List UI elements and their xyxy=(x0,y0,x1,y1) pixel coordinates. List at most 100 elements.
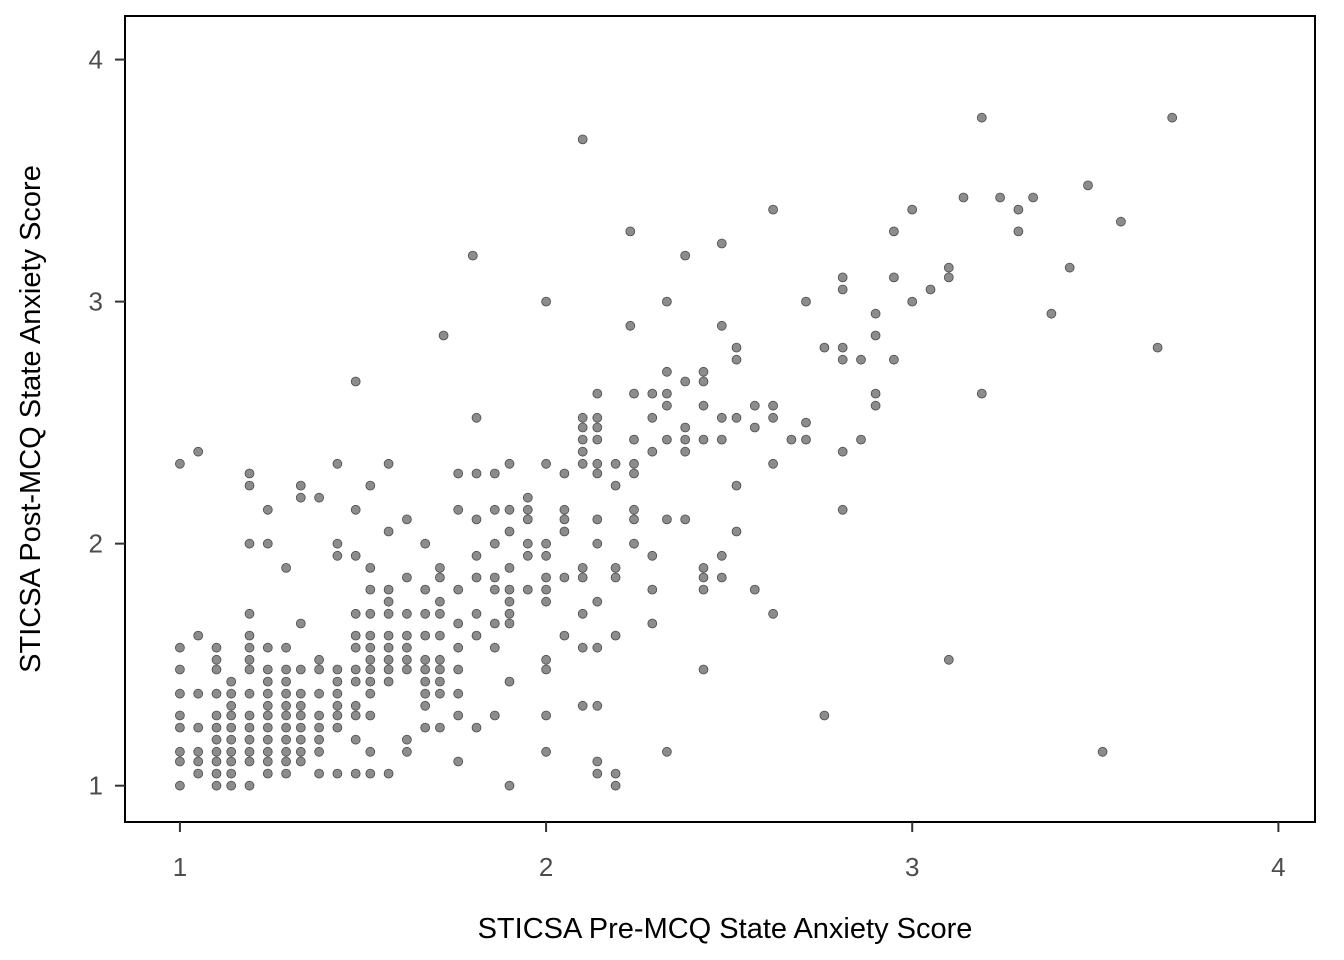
data-point xyxy=(801,296,811,307)
data-point xyxy=(401,654,412,665)
data-point xyxy=(731,342,742,353)
data-point xyxy=(383,676,394,687)
data-point xyxy=(680,376,691,387)
data-point xyxy=(662,388,672,399)
data-point xyxy=(749,400,760,411)
data-point xyxy=(749,422,760,433)
data-point xyxy=(244,538,255,549)
data-point xyxy=(211,642,222,653)
data-point xyxy=(244,722,255,733)
data-point xyxy=(889,226,899,237)
data-point xyxy=(365,642,376,653)
data-point xyxy=(1083,180,1093,191)
data-point xyxy=(174,664,185,675)
data-point xyxy=(541,596,551,607)
data-point xyxy=(295,664,306,675)
data-point xyxy=(281,734,292,745)
data-point xyxy=(295,480,306,491)
data-point xyxy=(365,608,376,619)
data-point xyxy=(350,710,361,721)
data-point xyxy=(332,722,343,733)
data-point xyxy=(350,642,361,653)
data-point xyxy=(504,618,515,629)
data-point xyxy=(662,514,672,525)
data-point xyxy=(801,417,811,428)
data-point xyxy=(1028,192,1038,203)
data-point xyxy=(647,412,658,423)
data-point xyxy=(837,504,848,515)
data-point xyxy=(716,550,727,561)
data-point xyxy=(489,468,500,479)
data-point xyxy=(559,468,570,479)
data-point xyxy=(471,468,482,479)
data-point xyxy=(629,514,639,525)
data-point xyxy=(314,746,325,757)
data-point xyxy=(680,434,691,445)
data-point xyxy=(976,388,987,399)
data-point xyxy=(943,654,954,665)
data-point xyxy=(856,354,866,365)
data-point xyxy=(522,492,533,503)
data-point xyxy=(332,550,343,561)
data-point xyxy=(226,676,237,687)
data-point xyxy=(716,572,727,583)
data-point xyxy=(629,388,639,399)
data-point xyxy=(383,630,394,641)
data-point xyxy=(592,538,603,549)
data-point xyxy=(662,296,672,307)
data-point xyxy=(870,330,881,341)
x-axis: 1 2 3 4 xyxy=(173,822,1286,882)
data-point xyxy=(226,768,237,779)
data-point xyxy=(577,422,588,433)
data-point xyxy=(943,262,954,273)
data-point xyxy=(211,688,222,699)
data-point xyxy=(281,676,292,687)
data-point xyxy=(662,400,672,411)
data-point xyxy=(211,654,222,665)
data-point xyxy=(504,596,515,607)
data-point xyxy=(786,434,797,445)
data-point xyxy=(244,654,255,665)
data-point xyxy=(870,308,881,319)
data-point xyxy=(925,284,936,295)
data-point xyxy=(541,538,551,549)
data-point xyxy=(365,676,376,687)
data-point xyxy=(193,756,204,767)
data-point xyxy=(625,226,636,237)
data-point xyxy=(401,572,412,583)
data-point xyxy=(244,468,255,479)
data-point xyxy=(1013,226,1024,237)
data-point xyxy=(453,584,464,595)
data-point xyxy=(420,700,431,711)
data-point xyxy=(907,204,918,215)
data-point xyxy=(332,688,343,699)
data-point xyxy=(662,746,672,757)
data-point xyxy=(350,630,361,641)
data-point xyxy=(592,700,603,711)
data-point xyxy=(647,388,658,399)
data-point xyxy=(420,608,431,619)
data-point xyxy=(647,584,658,595)
data-point xyxy=(698,572,709,583)
data-point xyxy=(244,780,255,791)
data-point xyxy=(383,584,394,595)
data-point xyxy=(471,412,482,423)
data-point xyxy=(698,664,709,675)
data-point xyxy=(420,630,431,641)
data-point xyxy=(262,504,273,515)
data-point xyxy=(174,746,185,757)
data-point xyxy=(577,134,588,145)
data-point xyxy=(680,514,691,525)
data-point xyxy=(295,700,306,711)
data-point xyxy=(281,746,292,757)
data-point xyxy=(870,400,881,411)
data-point xyxy=(365,630,376,641)
data-point xyxy=(680,446,691,457)
data-point xyxy=(314,492,325,503)
data-point xyxy=(522,584,533,595)
data-point xyxy=(541,654,551,665)
data-point xyxy=(489,710,500,721)
data-point xyxy=(453,664,464,675)
data-point xyxy=(365,746,376,757)
data-point xyxy=(193,746,204,757)
